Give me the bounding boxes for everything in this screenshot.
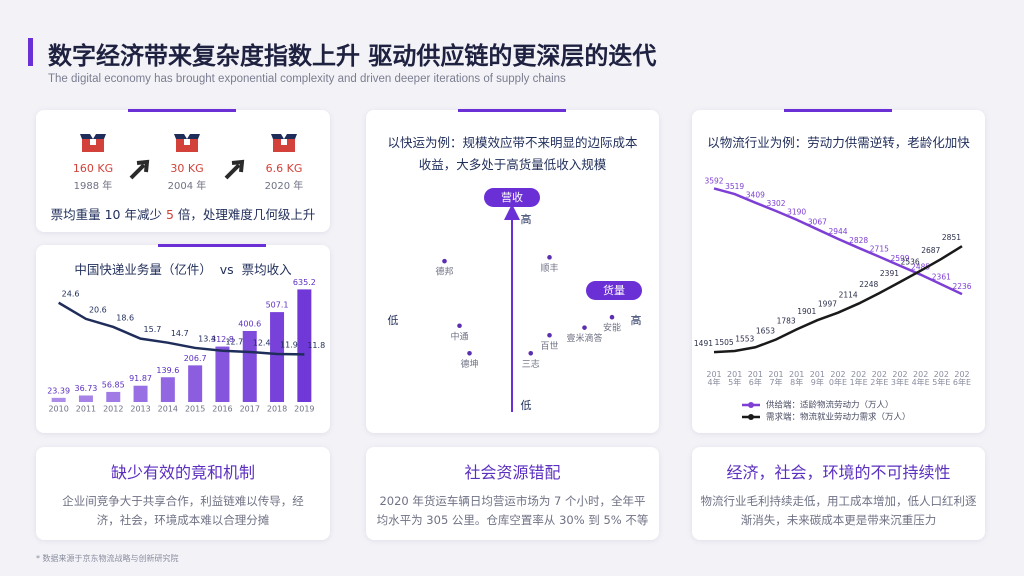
caption-text: 票均重量 10 年减少 [50, 207, 166, 222]
card-title: 经济，社会，环境的不可持续性 [726, 463, 951, 482]
chart-legend-title: 中国快递业务量（亿件） vs 票均收入 [36, 259, 330, 281]
accent [784, 109, 892, 112]
caption-text: 倍，处理难度几何级上升 [173, 207, 316, 222]
card-text: 物流行业毛利持续走低，用工成本增加，低人口红利逐渐消失，未来碳成本更是带来沉重压… [700, 494, 977, 527]
issue-card [692, 447, 985, 540]
card-text: 企业间竞争大于共享合作，利益链难以传导，经济，社会，环境成本难以合理分摊 [62, 494, 304, 527]
accent [458, 109, 566, 112]
caption-number: 5 [165, 207, 174, 222]
card-title: 社会资源错配 [464, 463, 561, 482]
card-text: 2020 年货运车辆日均营运市场为 7 个小时，全年平均水平为 305 公里。仓… [376, 494, 649, 527]
labor-card [692, 110, 985, 433]
issue-card [366, 447, 659, 540]
issue-card [36, 447, 330, 540]
weight-value: 160 KG [72, 162, 114, 175]
card-title: 缺少有效的竟和机制 [110, 463, 255, 482]
weight-card [36, 110, 330, 232]
chart-title: 以快运为例：规模效应带不来明显的边际成本收益，大多处于高货量低收入规模 [387, 135, 638, 172]
footnote: * 数据来源于京东物流战略与创新研究院 [36, 554, 179, 563]
legend-entry: 中国快递业务量（亿件） [74, 262, 212, 277]
weight-value: 30 KG [170, 162, 204, 175]
weight-caption: 票均重量 10 年减少 5 倍，处理难度几何级上升 [36, 204, 330, 223]
page-subtitle: The digital economy has brought exponent… [48, 73, 566, 85]
weight-year: 2020 年 [264, 181, 304, 192]
legend-separator: vs [219, 262, 234, 277]
weight-year: 2004 年 [167, 181, 207, 192]
title-bar [28, 38, 33, 66]
weight-value: 6.6 KG [265, 162, 303, 175]
chart-title: 以物流行业为例：劳动力供需逆转，老龄化加快 [707, 135, 970, 150]
accent [158, 244, 266, 247]
weight-year: 1988 年 [73, 181, 113, 192]
accent [128, 109, 236, 112]
legend-entry: 票均收入 [241, 262, 292, 277]
page-title: 数字经济带来复杂度指数上升 驱动供应链的更深层的迭代 [48, 42, 657, 70]
